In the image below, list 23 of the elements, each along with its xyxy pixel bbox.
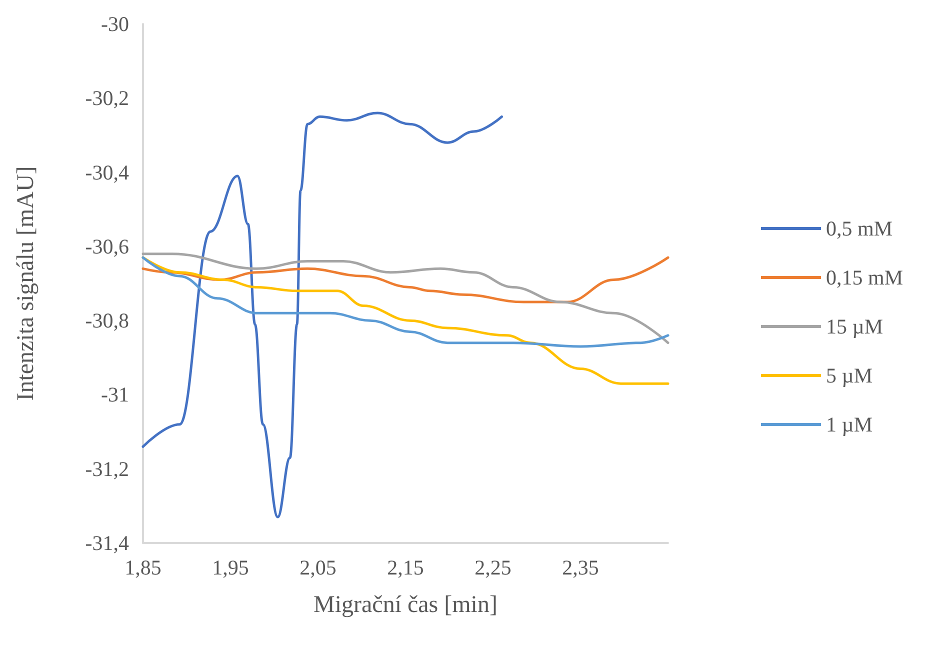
y-tick-label: -30,4 (85, 160, 130, 184)
legend-label: 0,5 mM (826, 216, 893, 240)
x-tick-label: 2,35 (562, 556, 599, 580)
legend-label: 5 µM (826, 364, 873, 388)
y-tick-label: -30,2 (85, 86, 129, 110)
x-tick-label: 2,15 (387, 556, 424, 580)
line-series (142, 112, 503, 518)
y-tick-label: -31 (101, 382, 129, 407)
x-tick-label: 2,25 (474, 556, 512, 580)
y-tick-label: -30,8 (85, 308, 129, 333)
y-tick-label: -30 (101, 12, 129, 36)
y-tick-label: -31,2 (85, 456, 129, 481)
y-tick-label: -30,6 (85, 234, 129, 258)
x-tick-label: 2,05 (300, 556, 336, 580)
legend-label: 0,15 mM (826, 266, 904, 290)
y-tick-label: -31,4 (85, 531, 130, 555)
legend-label: 1 µM (826, 412, 873, 436)
legend-label: 15 µM (826, 314, 884, 338)
x-tick-label: 1,95 (212, 556, 249, 580)
x-axis-title: Migrační čas [min] (314, 592, 498, 618)
x-tick-label: 1,85 (124, 556, 162, 580)
line-series (142, 256, 670, 385)
y-axis-title: Intenzita signálu [mAU] (13, 166, 39, 401)
